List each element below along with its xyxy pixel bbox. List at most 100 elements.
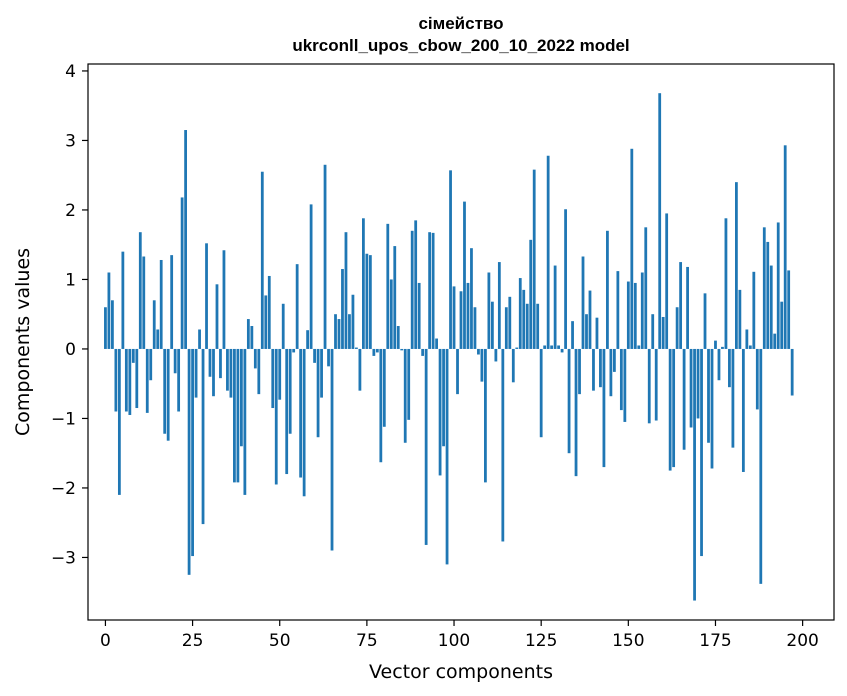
bar-153 [637,345,641,349]
bar-80 [382,348,386,427]
bar-77 [372,348,376,356]
bar-14 [152,300,156,349]
bar-142 [599,348,602,388]
y-tick-label: 3 [65,131,76,151]
bar-63 [323,164,327,349]
bar-163 [672,348,676,468]
bar-129 [553,265,557,349]
bar-72 [355,347,358,349]
bar-42 [250,326,254,349]
bar-44 [257,348,261,395]
bar-38 [236,348,240,483]
bar-32 [215,284,219,349]
bar-179 [728,348,731,388]
bar-159 [658,93,662,349]
bar-137 [581,256,585,349]
bar-25 [191,348,194,557]
bar-111 [490,301,494,349]
y-tick-label: 1 [65,270,76,290]
x-tick-label: 75 [356,631,378,651]
bar-66 [334,314,337,349]
bar-100 [452,286,456,349]
bar-115 [504,307,508,349]
bar-124 [536,303,540,349]
x-tick-label: 0 [100,631,111,651]
bar-65 [330,348,334,551]
bar-46 [264,295,268,349]
bar-155 [644,227,648,349]
y-axis-ticks: −3 −2 −1 0 1 2 3 4 [51,62,88,568]
bar-49 [274,348,278,485]
x-tick-label: 100 [438,631,470,651]
bar-64 [327,348,330,367]
bar-88 [410,230,414,349]
bar-183 [741,348,745,472]
bar-131 [560,348,564,353]
bar-73 [358,348,362,391]
bar-82 [389,279,393,349]
bar-149 [623,348,627,422]
bar-106 [473,307,477,349]
bar-170 [696,348,700,419]
bar-21 [177,348,181,412]
bar-22 [180,197,184,349]
x-axis-ticks: 0 25 50 75 100 125 150 175 200 [100,620,819,651]
bar-41 [246,319,250,349]
bar-157 [651,314,655,349]
bar-8 [131,348,135,363]
bar-151 [630,148,634,349]
bar-45 [260,171,264,349]
bar-187 [755,348,759,410]
bar-24 [187,348,191,575]
bar-35 [226,348,229,391]
bar-43 [253,348,257,369]
bar-4 [117,348,121,495]
bar-50 [278,348,282,400]
bar-184 [745,329,749,349]
bar-90 [417,282,421,349]
bar-7 [128,348,132,415]
plot-frame [87,63,835,621]
bar-181 [735,182,738,349]
bar-31 [212,348,215,397]
bar-91 [421,348,425,356]
bar-148 [619,348,623,411]
bar-134 [571,321,574,349]
bar-133 [567,348,571,454]
bar-196 [787,270,791,349]
bar-182 [738,289,742,349]
bar-130 [557,345,560,349]
bar-136 [578,348,581,395]
x-tick-label: 150 [612,631,644,651]
bars-group [104,93,794,601]
x-tick-label: 125 [525,631,557,651]
y-tick-label: −3 [51,548,76,568]
y-tick-label: 0 [65,340,76,360]
bar-3 [114,348,118,412]
bar-34 [222,250,226,349]
bar-23 [184,130,187,349]
bar-9 [135,348,139,409]
bar-29 [205,243,208,349]
bar-30 [208,348,212,377]
bar-141 [595,317,599,349]
x-tick-label: 175 [699,631,731,651]
bar-68 [341,269,344,349]
bar-146 [612,348,616,372]
bar-156 [647,348,651,424]
bar-11 [142,256,146,349]
bar-59 [309,204,313,349]
bar-85 [400,348,404,351]
bar-119 [518,278,522,349]
bar-180 [731,348,735,448]
x-tick-label: 50 [269,631,291,651]
bar-109 [484,348,487,483]
bar-194 [780,301,784,349]
bar-193 [776,222,780,349]
bar-192 [773,333,777,349]
bar-186 [752,271,756,349]
bar-62 [320,348,323,398]
bar-84 [396,326,400,349]
bar-74 [362,218,365,349]
bar-112 [494,348,498,362]
